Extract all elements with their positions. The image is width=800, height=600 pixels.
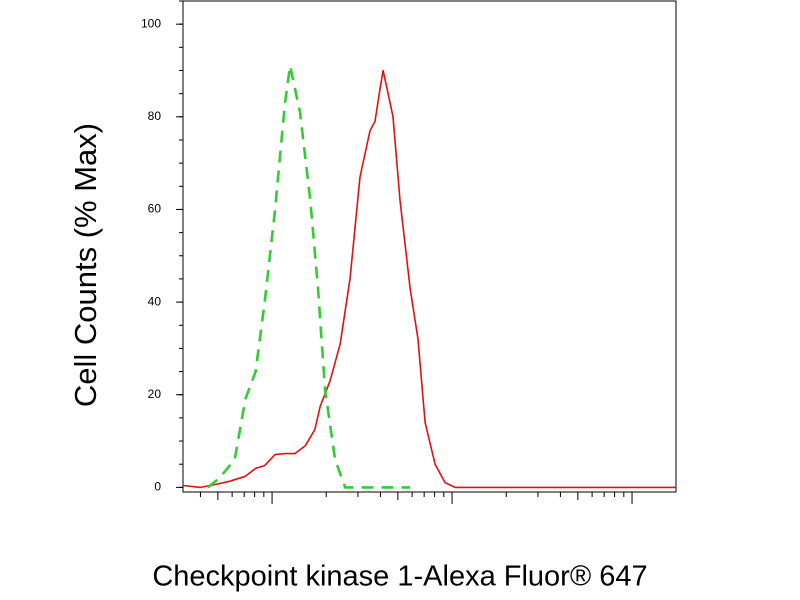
- y-axis-label: Cell Counts (% Max): [68, 123, 103, 407]
- x-axis-label: Checkpoint kinase 1-Alexa Fluor® 647: [152, 561, 647, 593]
- histogram-line: [207, 64, 411, 489]
- y-tick-label: 60: [148, 202, 162, 216]
- y-tick-label: 80: [148, 109, 162, 123]
- y-tick-label: 20: [148, 387, 162, 401]
- y-tick-label: 0: [154, 480, 161, 494]
- y-tick-label: 40: [148, 294, 162, 308]
- y-tick-label: 100: [141, 16, 161, 30]
- plot-frame: [182, 0, 677, 493]
- histogram-line: [182, 69, 676, 489]
